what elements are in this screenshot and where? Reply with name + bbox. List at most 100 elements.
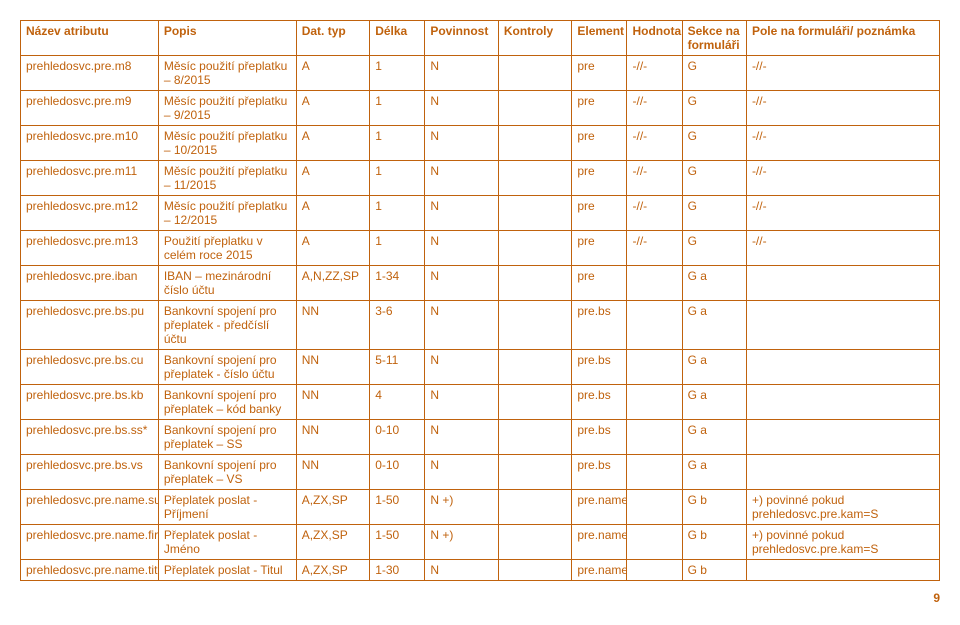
table-cell: N bbox=[425, 420, 499, 455]
table-cell bbox=[498, 455, 572, 490]
col-pole: Pole na formuláři/ poznámka bbox=[746, 21, 939, 56]
table-cell bbox=[627, 420, 682, 455]
table-cell: N bbox=[425, 91, 499, 126]
table-cell: N bbox=[425, 161, 499, 196]
table-cell: G a bbox=[682, 301, 746, 350]
table-cell bbox=[746, 385, 939, 420]
table-row: prehledosvc.pre.bs.kbBankovní spojení pr… bbox=[21, 385, 940, 420]
table-cell: 5-11 bbox=[370, 350, 425, 385]
table-row: prehledosvc.pre.bs.puBankovní spojení pr… bbox=[21, 301, 940, 350]
table-cell: N bbox=[425, 350, 499, 385]
table-cell: G a bbox=[682, 350, 746, 385]
table-cell: prehledosvc.pre.bs.cu bbox=[21, 350, 159, 385]
table-cell bbox=[498, 420, 572, 455]
table-cell bbox=[746, 420, 939, 455]
table-cell: A bbox=[296, 56, 370, 91]
table-cell: NN bbox=[296, 455, 370, 490]
table-cell: N bbox=[425, 266, 499, 301]
table-cell bbox=[498, 231, 572, 266]
table-cell: N bbox=[425, 231, 499, 266]
table-cell bbox=[498, 161, 572, 196]
table-row: prehledosvc.pre.m8Měsíc použití přeplatk… bbox=[21, 56, 940, 91]
table-cell bbox=[627, 525, 682, 560]
table-cell: pre bbox=[572, 196, 627, 231]
table-cell: prehledosvc.pre.bs.ss* bbox=[21, 420, 159, 455]
table-cell: A bbox=[296, 231, 370, 266]
table-cell: Přeplatek poslat - Příjmení bbox=[158, 490, 296, 525]
col-sekce: Sekce na formuláři bbox=[682, 21, 746, 56]
table-cell: A bbox=[296, 196, 370, 231]
table-cell bbox=[498, 385, 572, 420]
table-cell: G bbox=[682, 126, 746, 161]
table-row: prehledosvc.pre.m9Měsíc použití přeplatk… bbox=[21, 91, 940, 126]
table-row: prehledosvc.pre.bs.vsBankovní spojení pr… bbox=[21, 455, 940, 490]
table-cell: 1 bbox=[370, 196, 425, 231]
table-cell: -//- bbox=[627, 231, 682, 266]
col-kontroly: Kontroly bbox=[498, 21, 572, 56]
table-cell: prehledosvc.pre.name.tit bbox=[21, 560, 159, 581]
table-cell: prehledosvc.pre.iban bbox=[21, 266, 159, 301]
table-cell: prehledosvc.pre.m12 bbox=[21, 196, 159, 231]
table-cell: pre.name bbox=[572, 490, 627, 525]
table-cell: prehledosvc.pre.bs.pu bbox=[21, 301, 159, 350]
table-cell: G b bbox=[682, 560, 746, 581]
table-cell: 1-30 bbox=[370, 560, 425, 581]
table-cell: NN bbox=[296, 420, 370, 455]
table-cell: G bbox=[682, 231, 746, 266]
table-cell bbox=[498, 266, 572, 301]
table-cell: A,ZX,SP bbox=[296, 560, 370, 581]
table-cell bbox=[498, 301, 572, 350]
table-cell: -//- bbox=[627, 196, 682, 231]
table-cell: -//- bbox=[627, 91, 682, 126]
table-cell: 1 bbox=[370, 126, 425, 161]
table-cell bbox=[627, 455, 682, 490]
table-cell: Bankovní spojení pro přeplatek - předčís… bbox=[158, 301, 296, 350]
table-cell: Použití přeplatku v celém roce 2015 bbox=[158, 231, 296, 266]
table-cell: 1 bbox=[370, 161, 425, 196]
table-cell: Bankovní spojení pro přeplatek - číslo ú… bbox=[158, 350, 296, 385]
table-cell: 1 bbox=[370, 91, 425, 126]
table-cell: 1-50 bbox=[370, 525, 425, 560]
table-cell: 1 bbox=[370, 56, 425, 91]
table-cell: -//- bbox=[627, 56, 682, 91]
table-cell: prehledosvc.pre.name.sur bbox=[21, 490, 159, 525]
table-cell: -//- bbox=[746, 196, 939, 231]
table-cell bbox=[498, 525, 572, 560]
table-cell: N bbox=[425, 560, 499, 581]
table-cell: 3-6 bbox=[370, 301, 425, 350]
table-cell bbox=[746, 301, 939, 350]
table-cell: A bbox=[296, 126, 370, 161]
table-cell: Bankovní spojení pro přeplatek – kód ban… bbox=[158, 385, 296, 420]
table-cell: prehledosvc.pre.bs.vs bbox=[21, 455, 159, 490]
table-cell: 0-10 bbox=[370, 420, 425, 455]
col-hodnota: Hodnota bbox=[627, 21, 682, 56]
table-row: prehledosvc.pre.name.titPřeplatek poslat… bbox=[21, 560, 940, 581]
table-cell: prehledosvc.pre.m8 bbox=[21, 56, 159, 91]
table-cell: pre.bs bbox=[572, 420, 627, 455]
table-cell: G bbox=[682, 196, 746, 231]
table-cell: A bbox=[296, 161, 370, 196]
table-cell: prehledosvc.pre.m9 bbox=[21, 91, 159, 126]
table-cell: N bbox=[425, 301, 499, 350]
col-popis: Popis bbox=[158, 21, 296, 56]
table-cell: G bbox=[682, 91, 746, 126]
table-cell: Přeplatek poslat - Jméno bbox=[158, 525, 296, 560]
table-cell bbox=[627, 490, 682, 525]
table-cell bbox=[498, 56, 572, 91]
table-cell: Měsíc použití přeplatku – 9/2015 bbox=[158, 91, 296, 126]
table-cell: pre.bs bbox=[572, 301, 627, 350]
table-cell bbox=[627, 301, 682, 350]
table-cell: N +) bbox=[425, 525, 499, 560]
table-cell: N bbox=[425, 385, 499, 420]
table-cell: -//- bbox=[746, 56, 939, 91]
table-row: prehledosvc.pre.bs.ss*Bankovní spojení p… bbox=[21, 420, 940, 455]
table-cell bbox=[498, 350, 572, 385]
table-cell: 4 bbox=[370, 385, 425, 420]
table-cell: pre bbox=[572, 56, 627, 91]
table-cell: -//- bbox=[746, 231, 939, 266]
table-cell: NN bbox=[296, 301, 370, 350]
table-cell: G b bbox=[682, 490, 746, 525]
table-cell: pre.name bbox=[572, 560, 627, 581]
table-cell: prehledosvc.pre.bs.kb bbox=[21, 385, 159, 420]
table-cell: pre bbox=[572, 231, 627, 266]
